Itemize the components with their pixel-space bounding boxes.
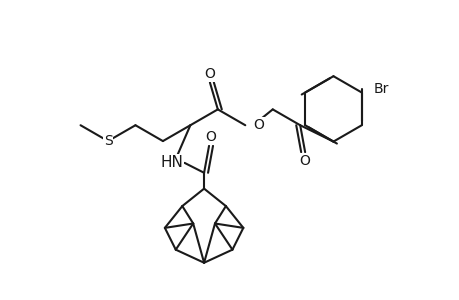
- Text: S: S: [103, 134, 112, 148]
- Text: O: O: [204, 67, 215, 80]
- Text: O: O: [205, 130, 216, 144]
- Text: O: O: [299, 154, 310, 168]
- Text: O: O: [252, 118, 263, 132]
- Text: Br: Br: [373, 82, 388, 96]
- Text: HN: HN: [160, 155, 183, 170]
